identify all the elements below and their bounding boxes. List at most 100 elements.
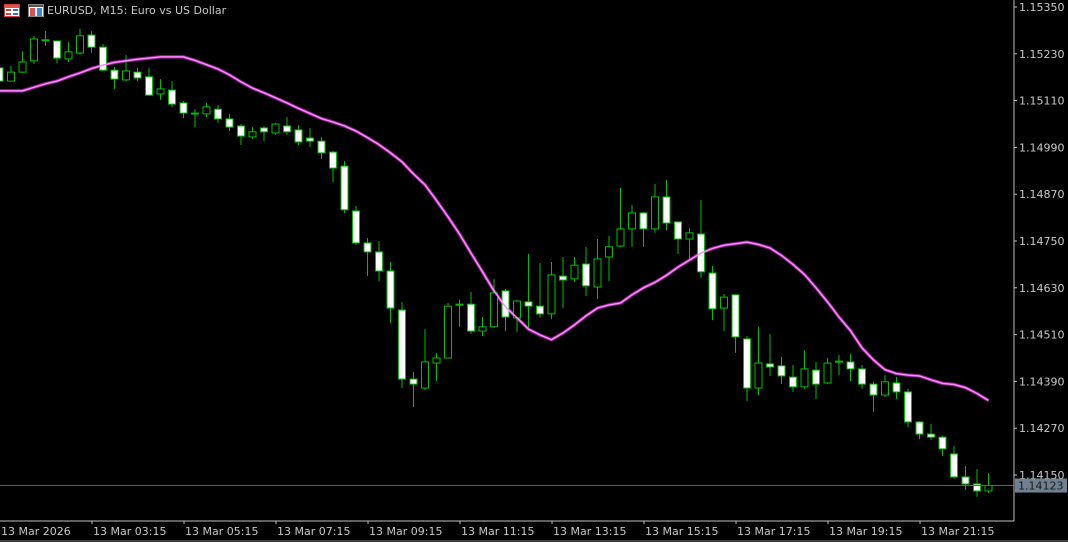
candle — [593, 239, 602, 300]
time-tick-label: 13 Mar 11:15 — [461, 525, 534, 538]
price-tick-label: 1.14750 — [1019, 235, 1065, 248]
symbol-list-icon[interactable] — [4, 4, 20, 17]
bull-candle-body — [455, 303, 464, 306]
time-tick-label: 13 Mar 15:15 — [645, 525, 718, 538]
bear-candle-body — [179, 102, 188, 114]
candle — [467, 292, 475, 334]
candle — [340, 161, 349, 213]
bull-candle-body — [651, 196, 659, 230]
chart-title: EURUSD, M15: Euro vs US Dollar — [47, 4, 227, 17]
bull-candle-body — [754, 362, 763, 389]
candle — [329, 150, 337, 183]
bull-candle-body — [248, 131, 257, 138]
bear-candle-body — [306, 137, 314, 142]
bear-candle-body — [812, 369, 820, 385]
candle — [30, 35, 38, 64]
bear-candle-body — [99, 46, 107, 71]
candle — [754, 326, 763, 396]
bull-candle-body — [570, 264, 579, 280]
bear-candle-body — [168, 89, 176, 105]
bull-candle-body — [76, 35, 84, 54]
bull-candle-body — [432, 357, 441, 364]
bull-candle-body — [64, 51, 73, 60]
bear-candle-body — [662, 196, 671, 224]
candle — [961, 466, 970, 490]
candle — [306, 127, 314, 148]
bear-candle-body — [708, 272, 717, 310]
candle — [283, 116, 291, 135]
bull-candle-body — [122, 70, 130, 81]
candle — [720, 294, 728, 332]
candle — [938, 436, 947, 456]
bull-candle-body — [490, 292, 498, 328]
bear-candle-body — [409, 378, 418, 385]
time-tick-label: 13 Mar 13:15 — [553, 525, 626, 538]
bear-candle-body — [639, 212, 648, 230]
bull-candle-body — [628, 212, 636, 230]
bull-candle-body — [421, 361, 429, 389]
candle — [398, 301, 406, 389]
time-tick-label: 13 Mar 17:15 — [737, 525, 810, 538]
candle — [605, 235, 613, 282]
candle — [99, 44, 107, 71]
candle — [179, 100, 188, 119]
candle — [271, 122, 280, 135]
candle — [352, 205, 360, 245]
candle — [628, 205, 636, 247]
bear-candle-body — [777, 365, 786, 377]
bear-candle-body — [145, 76, 153, 96]
bear-candle-body — [915, 421, 924, 435]
candles-layer — [0, 28, 993, 497]
bear-candle-body — [869, 383, 878, 396]
bear-candle-body — [938, 436, 947, 450]
price-tick-label: 1.14390 — [1019, 375, 1065, 388]
bear-candle-body — [191, 112, 199, 115]
candle — [835, 354, 843, 376]
bear-candle-body — [133, 71, 142, 79]
market-depth-icon[interactable] — [28, 4, 44, 17]
bull-candle-body — [202, 106, 211, 115]
bull-candle-body — [881, 381, 889, 396]
bear-candle-body — [950, 453, 958, 478]
candle — [202, 102, 211, 117]
candle — [156, 79, 165, 100]
candle — [536, 262, 544, 318]
bull-candle-body — [156, 88, 165, 95]
candle — [122, 54, 130, 82]
bear-candle-body — [260, 127, 268, 133]
candle — [708, 265, 717, 321]
candle — [18, 51, 27, 73]
candle — [53, 40, 61, 64]
candle — [950, 446, 958, 479]
bear-candle-body — [927, 433, 935, 438]
bear-candle-body — [363, 242, 372, 253]
bull-candle-body — [800, 368, 809, 388]
candle — [248, 127, 257, 139]
bear-candle-body — [467, 303, 475, 332]
candle — [7, 65, 15, 82]
bear-candle-body — [973, 483, 981, 492]
time-tick-label: 13 Mar 19:15 — [829, 525, 902, 538]
bear-candle-body — [582, 263, 590, 287]
bear-candle-body — [559, 275, 567, 281]
candle — [260, 125, 268, 142]
candle — [973, 469, 981, 497]
price-tick-label: 1.15110 — [1019, 95, 1065, 108]
candle — [444, 303, 452, 359]
candle — [524, 253, 533, 328]
bull-candle-body — [478, 326, 487, 332]
time-tick-label: 13 Mar 21:15 — [921, 525, 994, 538]
bull-candle-body — [41, 39, 50, 42]
bear-candle-body — [501, 290, 510, 318]
candle — [87, 31, 96, 54]
candle — [64, 42, 73, 62]
bear-candle-body — [283, 125, 291, 133]
candle — [145, 67, 153, 96]
candle — [662, 180, 671, 231]
candle — [570, 256, 579, 282]
candle — [0, 67, 4, 82]
bear-candle-body — [743, 338, 751, 389]
bull-candle-body — [18, 61, 27, 73]
